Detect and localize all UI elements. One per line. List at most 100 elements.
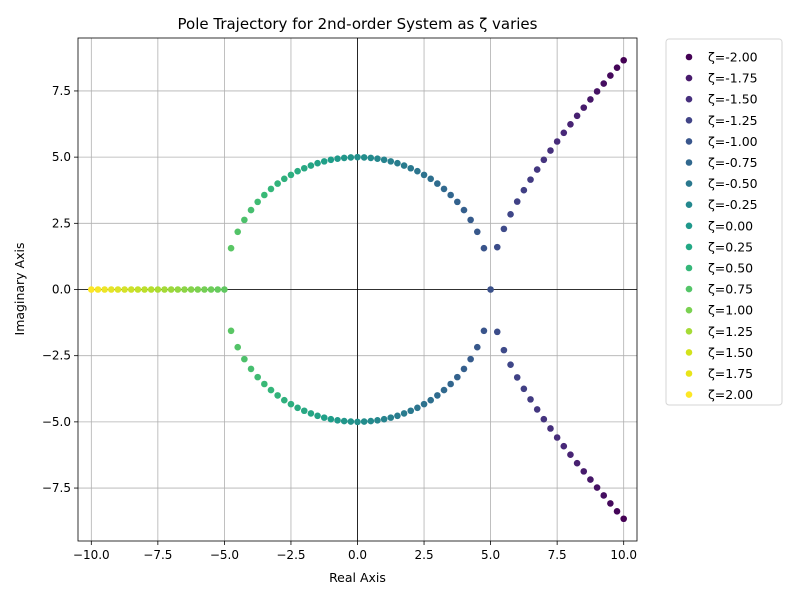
pole-point <box>314 159 321 167</box>
pole-point <box>553 138 561 145</box>
x-tick-label: 5.0 <box>481 548 500 562</box>
pole-point <box>380 156 388 164</box>
pole-point <box>427 175 435 183</box>
pole-point <box>307 162 315 169</box>
legend-marker <box>685 95 693 103</box>
pole-point <box>533 406 541 413</box>
y-tick-label: 5.0 <box>52 150 71 164</box>
legend-label: ζ=1.00 <box>708 303 753 318</box>
pole-point <box>553 434 561 441</box>
legend-label: ζ=0.75 <box>708 282 753 297</box>
pole-point <box>261 380 268 388</box>
pole-point <box>161 286 168 293</box>
pole-point <box>334 416 341 424</box>
y-tick-label: 7.5 <box>52 84 71 98</box>
legend-marker <box>685 391 693 398</box>
pole-point <box>580 468 588 475</box>
pole-point <box>493 243 501 251</box>
pole-point <box>573 112 581 120</box>
legend-label: ζ=1.25 <box>708 324 753 339</box>
pole-point <box>454 373 461 381</box>
x-tick-label: 10.0 <box>610 548 637 562</box>
x-tick-label: −2.5 <box>276 548 305 562</box>
pole-point <box>573 459 581 467</box>
pole-point <box>434 180 441 187</box>
pole-point <box>440 386 448 394</box>
pole-point <box>374 416 381 424</box>
pole-point <box>354 153 361 161</box>
legend-label: ζ=1.50 <box>708 345 753 360</box>
pole-points <box>88 56 627 523</box>
x-tick-label: 0.0 <box>348 548 367 562</box>
legend-marker <box>685 222 693 230</box>
pole-point <box>167 286 175 293</box>
pole-point <box>221 286 228 293</box>
pole-point <box>287 171 295 179</box>
legend-marker <box>685 180 693 187</box>
pole-point <box>327 415 335 423</box>
pole-point <box>280 396 288 404</box>
pole-point <box>174 286 182 293</box>
legend-marker <box>685 328 693 335</box>
pole-point <box>414 167 421 175</box>
pole-point <box>414 404 421 412</box>
pole-point <box>613 64 621 71</box>
pole-point <box>387 414 395 421</box>
y-tick-label: 0.0 <box>52 283 71 297</box>
chart-title: Pole Trajectory for 2nd-order System as … <box>178 15 538 33</box>
pole-point <box>420 400 428 408</box>
pole-point <box>600 492 608 499</box>
pole-point <box>241 355 248 363</box>
pole-point <box>567 451 574 458</box>
pole-point <box>274 180 281 187</box>
pole-point <box>527 176 534 183</box>
pole-point <box>181 286 188 293</box>
pole-point <box>280 175 288 183</box>
pole-point <box>194 286 202 293</box>
legend-label: ζ=-1.50 <box>708 92 758 107</box>
pole-point <box>620 515 627 523</box>
pole-point <box>467 355 474 363</box>
legend-label: ζ=-0.50 <box>708 176 758 191</box>
pole-point <box>227 244 235 252</box>
pole-point <box>547 425 554 432</box>
legend-marker <box>685 285 693 293</box>
pole-point <box>547 147 554 154</box>
pole-point <box>407 407 415 415</box>
pole-point <box>187 286 195 293</box>
pole-point <box>247 206 255 214</box>
y-axis-ticks: −7.5 −5.0 −2.5 0.0 2.5 5.0 7.5 <box>42 84 78 495</box>
pole-point <box>294 404 301 412</box>
legend-marker <box>685 349 693 356</box>
pole-point <box>447 191 454 199</box>
pole-point <box>587 476 594 483</box>
pole-point <box>513 198 521 205</box>
legend-label: ζ=-1.25 <box>708 113 758 128</box>
pole-point <box>487 286 494 293</box>
pole-point <box>147 286 155 293</box>
pole-point <box>613 508 621 515</box>
pole-point <box>127 286 135 293</box>
pole-point <box>247 365 255 373</box>
y-tick-label: −2.5 <box>42 349 71 363</box>
pole-point <box>560 129 568 137</box>
pole-point <box>567 121 574 128</box>
pole-point <box>540 156 548 164</box>
pole-point <box>620 56 627 64</box>
pole-point <box>134 286 142 293</box>
pole-point <box>540 415 548 423</box>
pole-point <box>374 155 381 163</box>
pole-point <box>101 286 108 293</box>
pole-point <box>300 407 308 415</box>
pole-point <box>500 346 508 354</box>
legend-marker <box>685 201 693 208</box>
legend: ζ=-2.00 ζ=-1.75 ζ=-1.50 ζ=-1.25 ζ=-1.00 ζ=-0.… <box>665 38 783 406</box>
legend-label: ζ=-0.25 <box>708 197 758 212</box>
pole-point <box>560 442 568 450</box>
pole-point <box>88 286 95 293</box>
pole-point <box>334 155 341 163</box>
pole-point <box>354 418 361 426</box>
pole-point <box>314 412 321 420</box>
pole-point <box>367 417 375 425</box>
x-tick-label: 2.5 <box>415 548 434 562</box>
